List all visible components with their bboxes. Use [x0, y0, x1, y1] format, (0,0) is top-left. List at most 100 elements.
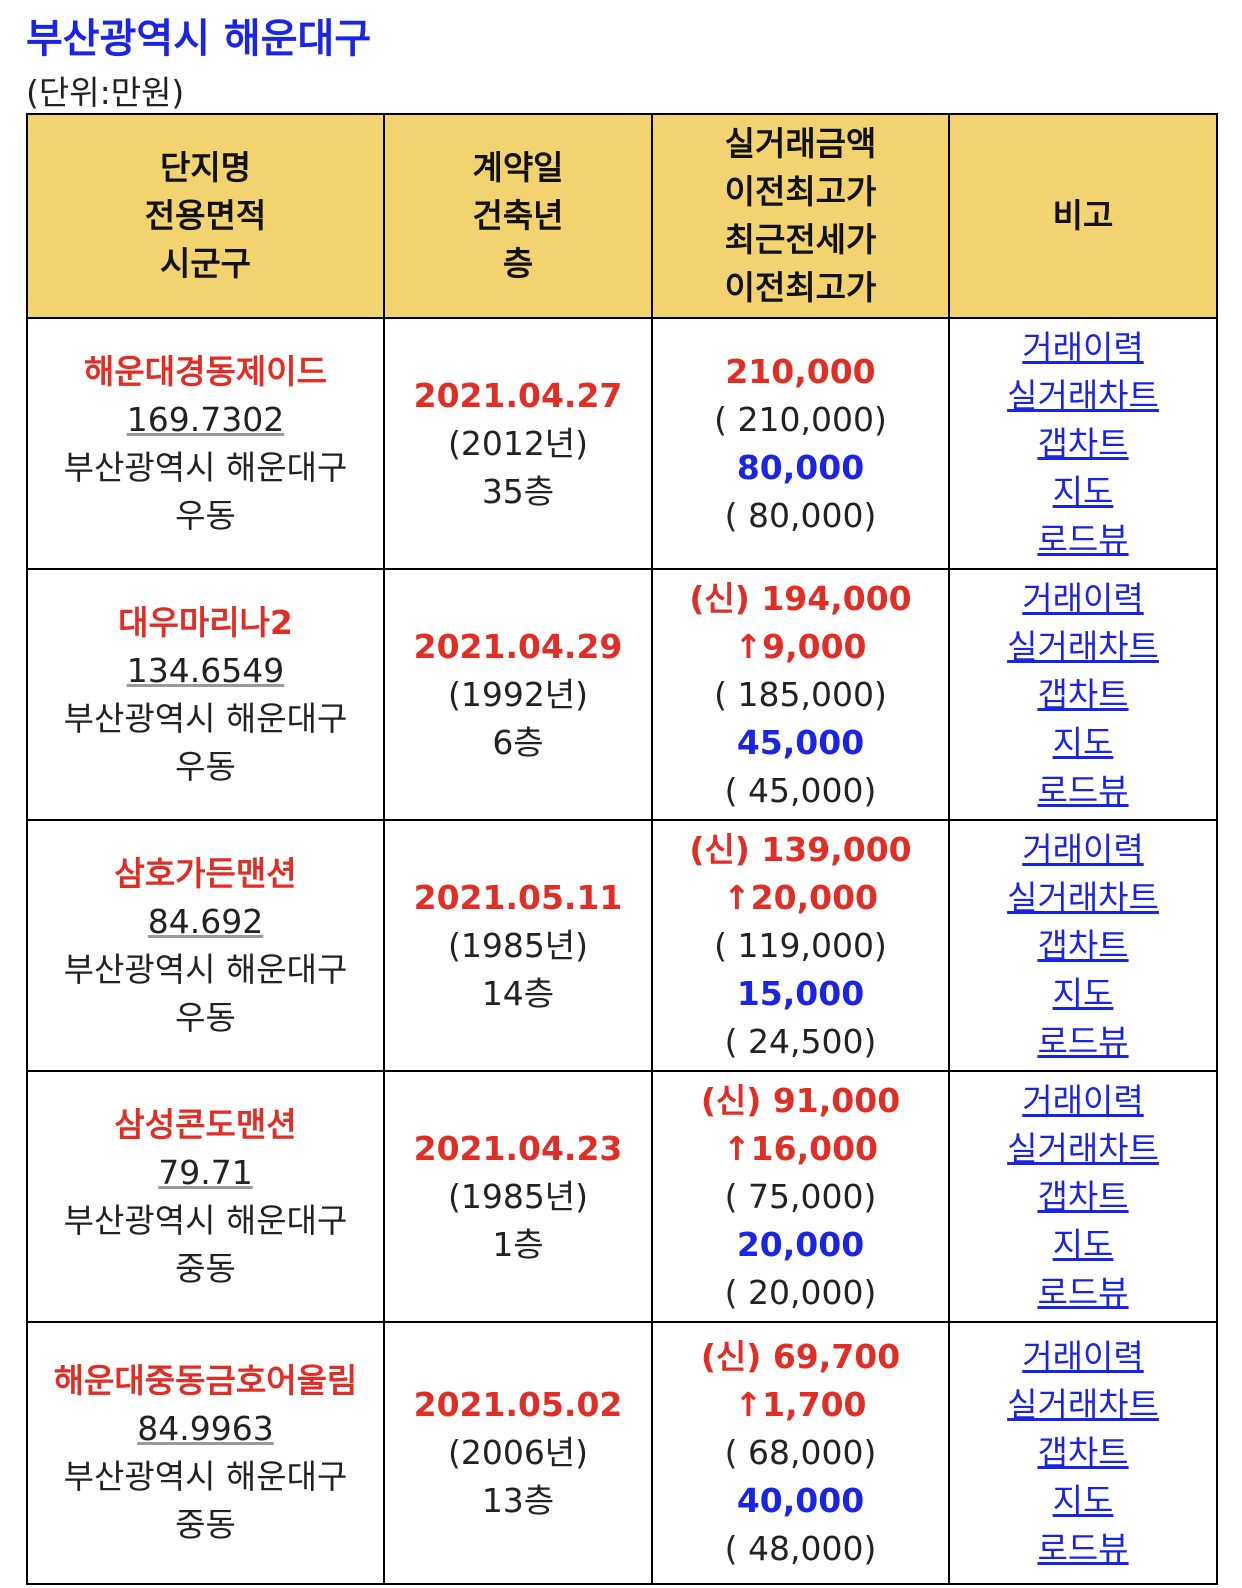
- previous-high: ( 68,000): [724, 1433, 877, 1472]
- link-3[interactable]: 지도: [1052, 471, 1114, 511]
- jeonse-price: 40,000: [736, 1481, 865, 1520]
- header-row: 단지명 전용면적 시군구 계약일 건축년 층 실거래금액 이전최고가 최근전세가…: [26, 113, 1218, 319]
- complex-name: 삼성콘도맨션: [114, 1104, 297, 1144]
- complex-cell: 해운대경동제이드 169.7302 부산광역시 해운대구 우동: [26, 317, 385, 570]
- link-2[interactable]: 갭차트: [1037, 925, 1129, 965]
- previous-high: ( 185,000): [714, 674, 887, 714]
- price-change: ↑1,700: [734, 1385, 867, 1424]
- link-3[interactable]: 지도: [1052, 1481, 1114, 1520]
- floor: 14층: [481, 973, 555, 1013]
- trade-price: 210,000: [725, 351, 876, 391]
- previous-high: ( 119,000): [714, 925, 887, 965]
- link-1[interactable]: 실거래차트: [1007, 375, 1159, 415]
- header-line: 이전최고가: [724, 268, 877, 307]
- table-row: 해운대경동제이드 169.7302 부산광역시 해운대구 우동 2021.04.27 (2…: [26, 317, 1218, 570]
- jeonse-price: 20,000: [736, 1224, 865, 1264]
- jeonse-price: 15,000: [736, 973, 865, 1013]
- contract-cell: 2021.05.02 (2006년) 13층: [383, 1321, 653, 1585]
- link-0[interactable]: 거래이력: [1022, 327, 1144, 367]
- link-4[interactable]: 로드뷰: [1037, 519, 1129, 559]
- price-cell: (신) 194,000 ↑9,000 ( 185,000) 45,000 ( 45,00…: [651, 568, 950, 821]
- link-1[interactable]: 실거래차트: [1007, 626, 1159, 666]
- link-1[interactable]: 실거래차트: [1007, 877, 1159, 917]
- link-2[interactable]: 갭차트: [1037, 423, 1129, 463]
- jeonse-price: 80,000: [736, 447, 865, 487]
- unit-label: (단위:만원): [26, 73, 185, 112]
- build-year: (1992년): [447, 674, 589, 714]
- link-0[interactable]: 거래이력: [1022, 1337, 1144, 1376]
- dong: 우동: [175, 746, 236, 786]
- link-3[interactable]: 지도: [1052, 1224, 1114, 1264]
- link-0[interactable]: 거래이력: [1022, 829, 1144, 869]
- header-line: 실거래금액: [724, 124, 877, 163]
- header-line: 계약일: [472, 148, 564, 187]
- header-line: 비고: [1052, 196, 1114, 235]
- dong: 우동: [175, 997, 236, 1037]
- contract-cell: 2021.04.23 (1985년) 1층: [383, 1070, 653, 1323]
- contract-cell: 2021.04.27 (2012년) 35층: [383, 317, 653, 570]
- link-2[interactable]: 갭차트: [1037, 1176, 1129, 1216]
- link-3[interactable]: 지도: [1052, 722, 1114, 762]
- link-4[interactable]: 로드뷰: [1037, 1529, 1129, 1568]
- contract-cell: 2021.05.11 (1985년) 14층: [383, 819, 653, 1072]
- floor: 35층: [481, 471, 555, 511]
- city-district: 부산광역시 해운대구: [63, 447, 348, 487]
- link-4[interactable]: 로드뷰: [1037, 770, 1129, 810]
- link-0[interactable]: 거래이력: [1022, 578, 1144, 618]
- floor: 6층: [492, 722, 544, 762]
- complex-name: 해운대중동금호어울림: [53, 1361, 358, 1400]
- contract-date: 2021.05.11: [413, 877, 623, 917]
- transaction-table: 단지명 전용면적 시군구 계약일 건축년 층 실거래금액 이전최고가 최근전세가…: [26, 113, 1218, 1585]
- link-1[interactable]: 실거래차트: [1007, 1385, 1159, 1424]
- header-line: 최근전세가: [724, 220, 877, 259]
- header-note: 비고: [948, 113, 1218, 319]
- dong: 중동: [175, 1248, 236, 1288]
- header-complex: 단지명 전용면적 시군구: [26, 113, 385, 319]
- exclusive-area: 79.71: [158, 1152, 253, 1192]
- exclusive-area: 169.7302: [126, 399, 285, 439]
- trade-price: (신) 139,000: [689, 829, 912, 869]
- complex-cell: 해운대중동금호어울림 84.9963 부산광역시 해운대구 중동: [26, 1321, 385, 1585]
- link-4[interactable]: 로드뷰: [1037, 1021, 1129, 1061]
- contract-date: 2021.04.27: [413, 375, 623, 415]
- complex-cell: 삼호가든맨션 84.692 부산광역시 해운대구 우동: [26, 819, 385, 1072]
- link-0[interactable]: 거래이력: [1022, 1080, 1144, 1120]
- page-title: 부산광역시 해운대구: [26, 16, 372, 62]
- link-1[interactable]: 실거래차트: [1007, 1128, 1159, 1168]
- link-2[interactable]: 갭차트: [1037, 1433, 1129, 1472]
- build-year: (2006년): [447, 1433, 589, 1472]
- price-change: ↑9,000: [734, 626, 867, 666]
- contract-date: 2021.05.02: [413, 1385, 623, 1424]
- build-year: (1985년): [447, 1176, 589, 1216]
- previous-high: ( 210,000): [714, 399, 887, 439]
- header-line: 층: [502, 244, 534, 283]
- city-district: 부산광역시 해운대구: [63, 1200, 348, 1240]
- header-line: 건축년: [472, 196, 564, 235]
- exclusive-area: 84.9963: [137, 1409, 274, 1448]
- price-change: ↑16,000: [723, 1128, 878, 1168]
- complex-name: 대우마리나2: [118, 602, 293, 642]
- trade-price: (신) 91,000: [700, 1080, 901, 1120]
- exclusive-area: 134.6549: [126, 650, 285, 690]
- city-district: 부산광역시 해운대구: [63, 1457, 348, 1496]
- link-2[interactable]: 갭차트: [1037, 674, 1129, 714]
- table-row: 삼호가든맨션 84.692 부산광역시 해운대구 우동 2021.05.11 (1985년…: [26, 819, 1218, 1072]
- trade-price: (신) 194,000: [689, 578, 912, 618]
- contract-date: 2021.04.23: [413, 1128, 623, 1168]
- header-line: 이전최고가: [724, 172, 877, 211]
- table-row: 해운대중동금호어울림 84.9963 부산광역시 해운대구 중동 2021.05.02 (…: [26, 1321, 1218, 1585]
- city-district: 부산광역시 해운대구: [63, 949, 348, 989]
- jeonse-previous-high: ( 20,000): [724, 1272, 877, 1312]
- price-cell: 210,000 ( 210,000) 80,000 ( 80,000): [651, 317, 950, 570]
- jeonse-previous-high: ( 45,000): [724, 770, 877, 810]
- jeonse-previous-high: ( 80,000): [724, 495, 877, 535]
- price-cell: (신) 139,000 ↑20,000 ( 119,000) 15,000 ( 24,5…: [651, 819, 950, 1072]
- link-4[interactable]: 로드뷰: [1037, 1272, 1129, 1312]
- link-3[interactable]: 지도: [1052, 973, 1114, 1013]
